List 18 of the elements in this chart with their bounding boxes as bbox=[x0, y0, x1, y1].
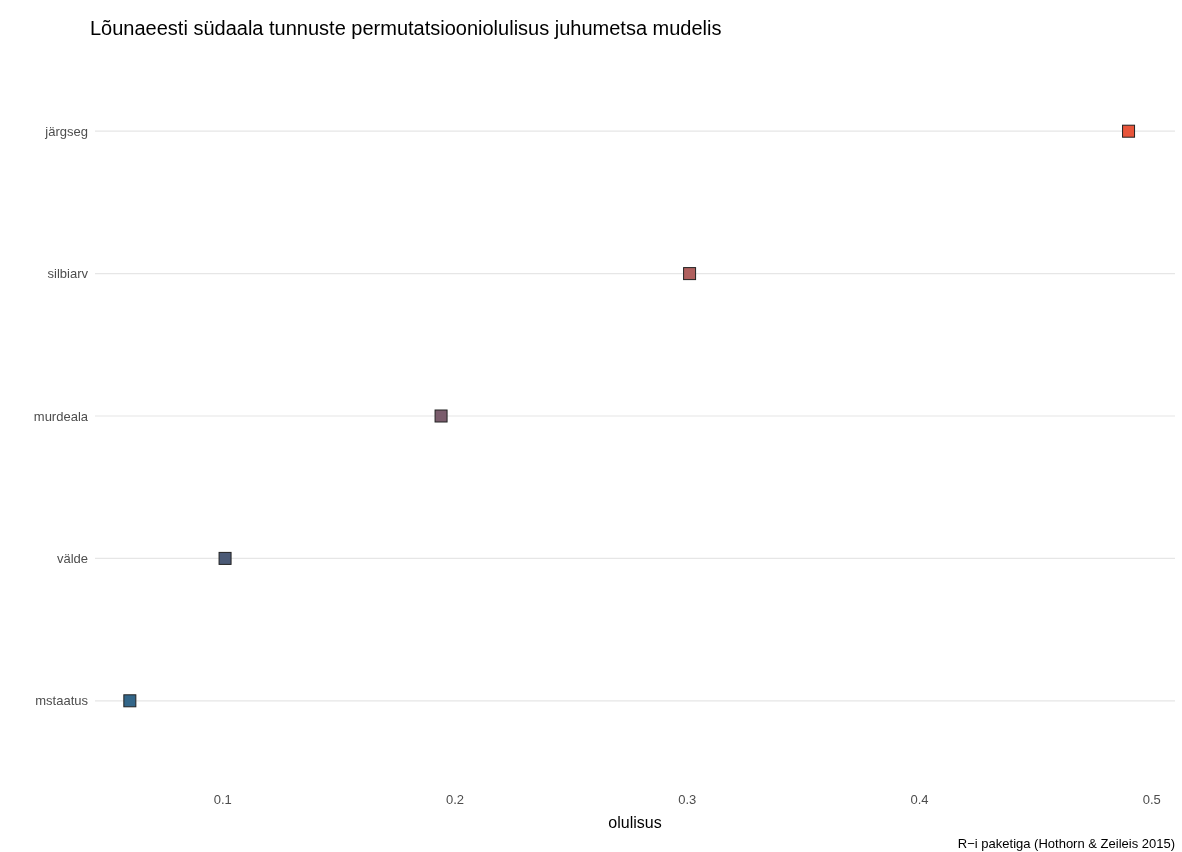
point bbox=[1122, 124, 1136, 138]
chart-title: Lõunaeesti südaala tunnuste permutatsiooniolulisus juhumetsa mudelis bbox=[90, 17, 722, 39]
point bbox=[123, 694, 137, 708]
x-axis-title: olulisus bbox=[608, 814, 662, 831]
y-tick-label: järgseg bbox=[44, 123, 88, 139]
y-tick-label: mstaatus bbox=[35, 693, 89, 709]
text: R−i paketiga (Hothorn & Zeileis 2015) bbox=[957, 836, 1175, 851]
y-tick-label: murdeala bbox=[33, 408, 89, 424]
x-tick-label: 0.3 bbox=[678, 792, 697, 807]
x-tick-label: 0.5 bbox=[1142, 792, 1161, 807]
x-tick-label: 0.4 bbox=[910, 792, 929, 807]
y-tick-label: silbiarv bbox=[47, 266, 89, 282]
point bbox=[218, 551, 232, 565]
point bbox=[434, 409, 448, 423]
x-tick-label: 0.1 bbox=[213, 792, 232, 807]
point bbox=[683, 267, 697, 281]
y-tick-label: välde bbox=[56, 550, 88, 566]
x-tick-label: 0.2 bbox=[445, 792, 465, 807]
